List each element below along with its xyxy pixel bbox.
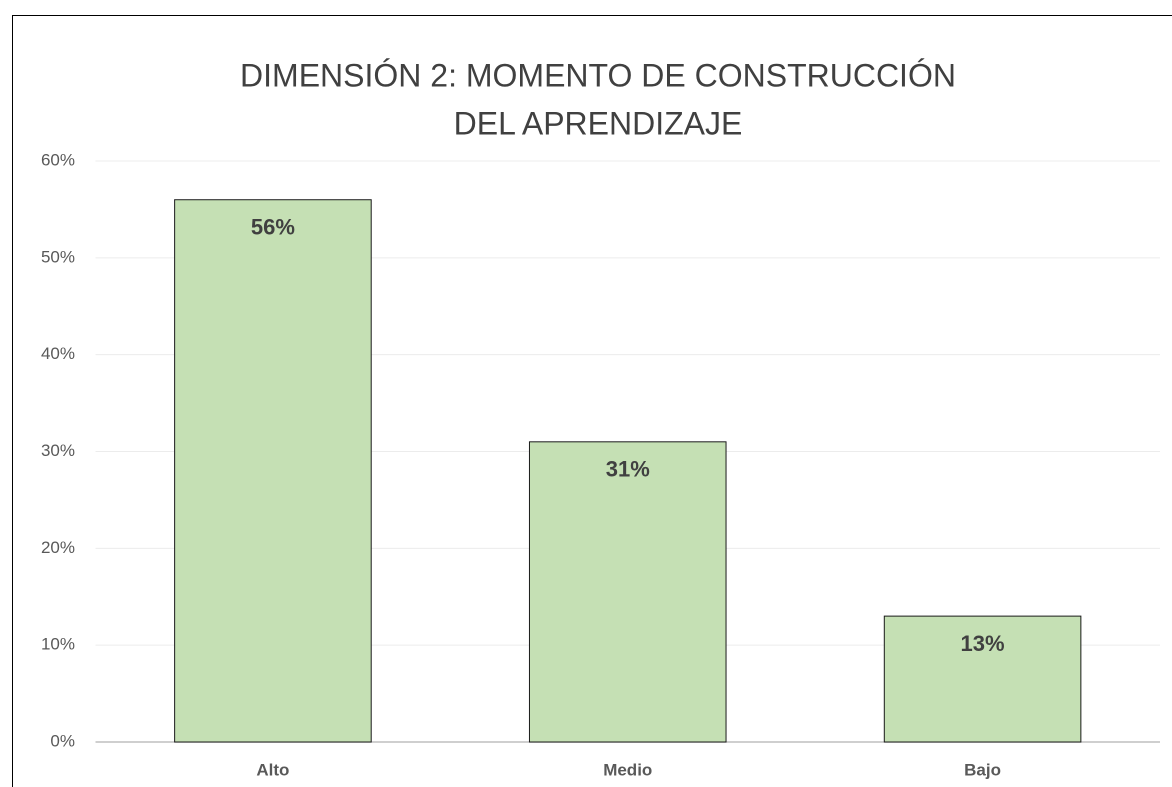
x-tick-label: Bajo xyxy=(964,760,1001,779)
bar xyxy=(174,199,372,743)
y-tick-label: 50% xyxy=(41,247,75,266)
data-label: 13% xyxy=(961,631,1005,656)
y-tick-label: 30% xyxy=(41,441,75,460)
x-tick-label: Alto xyxy=(256,760,289,779)
bar xyxy=(883,615,1082,743)
y-tick-label: 0% xyxy=(50,731,75,750)
y-tick-label: 40% xyxy=(41,344,75,363)
chart-title: DEL APRENDIZAJE xyxy=(454,105,743,141)
y-tick-label: 10% xyxy=(41,635,75,654)
data-label: 31% xyxy=(606,457,650,482)
y-tick-label: 60% xyxy=(41,150,75,169)
bar xyxy=(528,441,727,743)
chart-title: DIMENSIÓN 2: MOMENTO DE CONSTRUCCIÓN xyxy=(240,57,956,93)
x-tick-label: Medio xyxy=(603,760,652,779)
y-tick-label: 20% xyxy=(41,538,75,557)
data-label: 56% xyxy=(251,215,295,240)
